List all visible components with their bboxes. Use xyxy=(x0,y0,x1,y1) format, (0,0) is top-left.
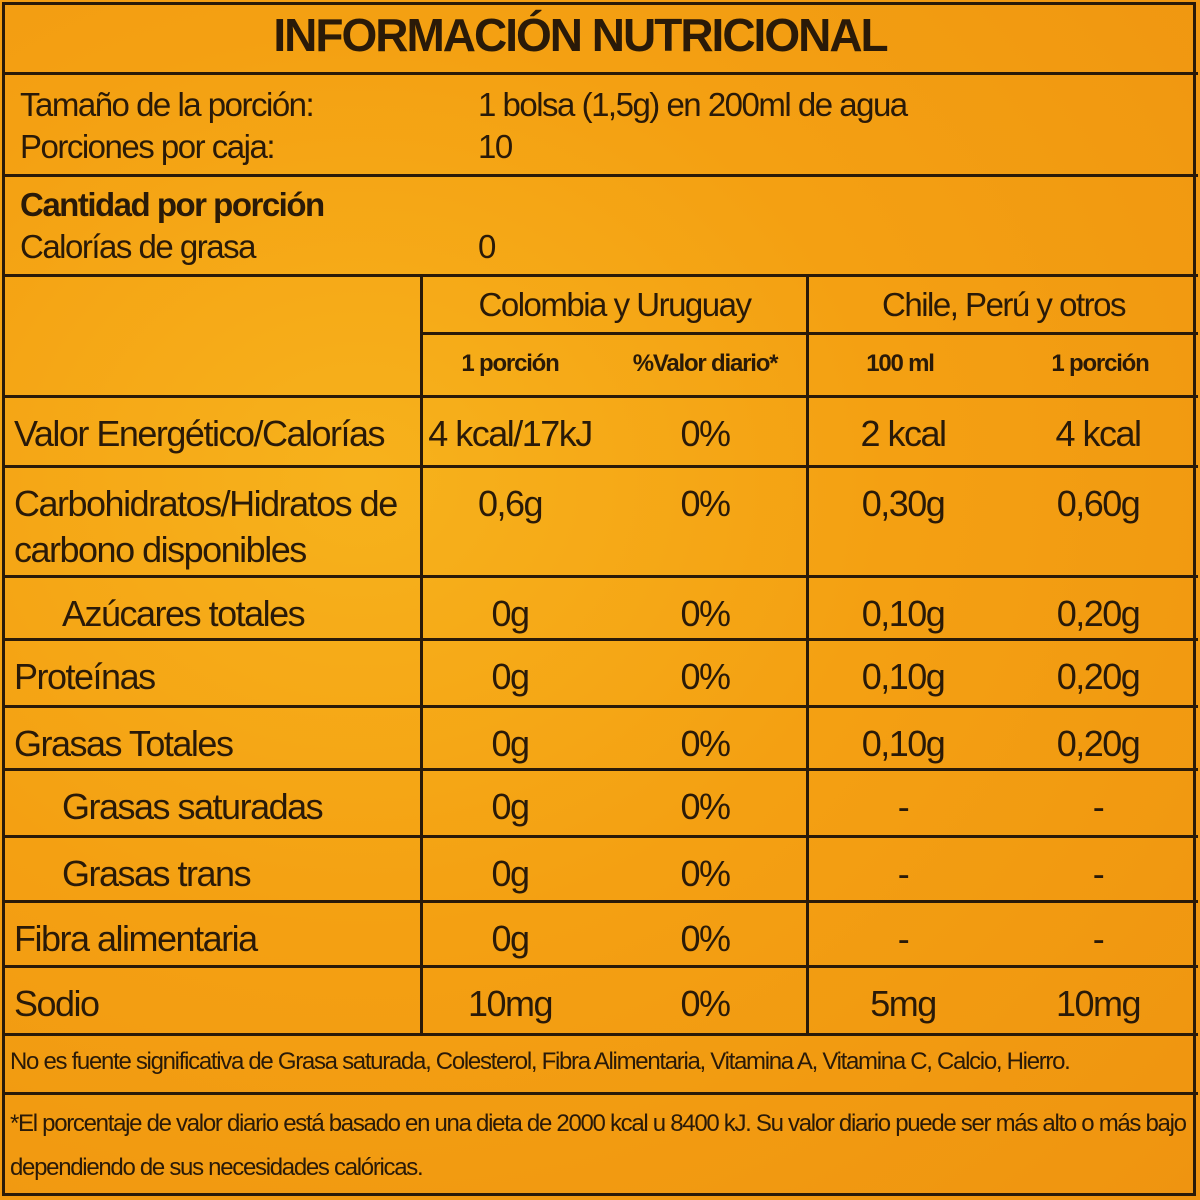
nutrient-value: 4 kcal/17kJ xyxy=(428,413,593,454)
nutrient-value: - xyxy=(897,918,910,959)
divider xyxy=(2,395,1198,398)
nutrient-value: 0% xyxy=(680,918,731,959)
nutrient-value: 0,20g xyxy=(1056,593,1141,634)
divider xyxy=(2,72,1198,75)
divider xyxy=(2,575,1198,578)
nutrient-label: Valor Energético/Calorías xyxy=(14,413,386,454)
column-header: 100 ml xyxy=(866,350,935,377)
nutrient-value: 0% xyxy=(680,786,731,827)
not-significant-note: No es fuente significativa de Grasa satu… xyxy=(10,1048,1071,1075)
nutrient-label: Grasas saturadas xyxy=(62,786,324,827)
nutrient-value: 0g xyxy=(491,723,530,764)
nutrient-value: 0% xyxy=(680,483,731,524)
column-group-colombia-uruguay: Colombia y Uruguay xyxy=(478,286,752,323)
nutrient-value: 0% xyxy=(680,983,731,1024)
nutrient-value: 2 kcal xyxy=(860,413,947,454)
nutrient-value: 0% xyxy=(680,593,731,634)
servings-per-box-value: 10 xyxy=(478,128,513,165)
nutrient-value: 0% xyxy=(680,413,731,454)
divider xyxy=(2,465,1198,468)
divider xyxy=(2,705,1198,708)
nutrient-value: 0g xyxy=(491,593,530,634)
divider xyxy=(420,332,1198,335)
nutrient-value: 0% xyxy=(680,853,731,894)
nutrient-value: 0g xyxy=(491,656,530,697)
nutrient-value: 0% xyxy=(680,656,731,697)
column-header: 1 porción xyxy=(461,350,559,377)
nutrient-label: Proteínas xyxy=(14,656,156,697)
nutrient-value: 4 kcal xyxy=(1055,413,1142,454)
column-header: 1 porción xyxy=(1051,350,1149,377)
divider xyxy=(2,835,1198,838)
nutrient-label: Grasas Totales xyxy=(14,723,234,764)
divider xyxy=(806,274,809,1034)
divider xyxy=(2,768,1198,771)
divider xyxy=(420,274,423,1034)
divider xyxy=(2,965,1198,968)
serving-size-label: Tamaño de la porción: xyxy=(20,86,315,123)
column-group-chile-peru: Chile, Perú y otros xyxy=(882,286,1126,323)
amount-heading: Cantidad por porción xyxy=(20,186,325,223)
nutrient-value: 0,60g xyxy=(1056,483,1141,524)
nutrient-value: - xyxy=(897,853,910,894)
divider xyxy=(2,1033,1198,1036)
nutrient-value: 0,20g xyxy=(1056,656,1141,697)
divider xyxy=(2,274,1198,277)
nutrient-value: 0,10g xyxy=(861,593,946,634)
nutrient-label: Azúcares totales xyxy=(62,593,306,634)
nutrient-value: 0g xyxy=(491,918,530,959)
nutrient-value: 0,10g xyxy=(861,656,946,697)
nutrient-value: 5mg xyxy=(870,983,937,1024)
nutrient-value: 0g xyxy=(491,786,530,827)
divider xyxy=(2,900,1198,903)
nutrient-value: 10mg xyxy=(467,983,554,1024)
nutrient-value: 0,6g xyxy=(477,483,544,524)
nutrient-label: Grasas trans xyxy=(62,853,252,894)
nutrient-label: Carbohidratos/Hidratos de carbono dispon… xyxy=(14,483,398,570)
nutrient-value: - xyxy=(1092,786,1105,827)
serving-size-value: 1 bolsa (1,5g) en 200ml de agua xyxy=(478,86,908,123)
divider xyxy=(2,638,1198,641)
nutrient-value: - xyxy=(897,786,910,827)
servings-per-box-label: Porciones por caja: xyxy=(20,128,275,165)
fat-calories-label: Calorías de grasa xyxy=(20,228,256,265)
nutrient-value: - xyxy=(1092,853,1105,894)
divider xyxy=(2,174,1198,177)
nutrient-value: 0g xyxy=(491,853,530,894)
daily-value-footnote: *El porcentaje de valor diario está basa… xyxy=(10,1110,1187,1181)
nutrient-value: 0% xyxy=(680,723,731,764)
nutrient-value: 0,10g xyxy=(861,723,946,764)
label-title: INFORMACIÓN NUTRICIONAL xyxy=(273,9,888,61)
nutrient-value: 10mg xyxy=(1055,983,1142,1024)
divider xyxy=(2,1092,1198,1095)
fat-calories-value: 0 xyxy=(478,228,496,265)
column-header: %Valor diario* xyxy=(632,350,779,377)
nutrient-value: 0,20g xyxy=(1056,723,1141,764)
nutrient-value: 0,30g xyxy=(861,483,946,524)
nutrient-label: Sodio xyxy=(14,983,100,1024)
nutrient-value: - xyxy=(1092,918,1105,959)
nutrient-label: Fibra alimentaria xyxy=(14,918,258,959)
